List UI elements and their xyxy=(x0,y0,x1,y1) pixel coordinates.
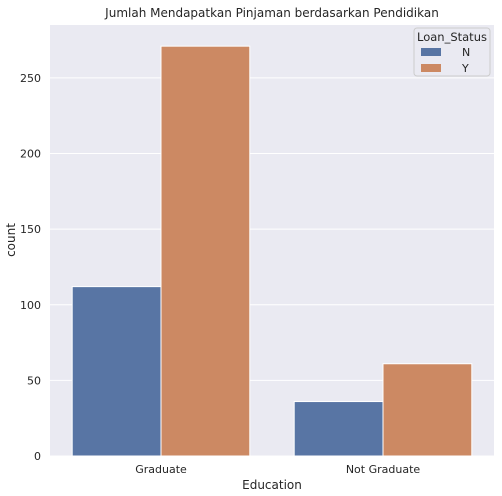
y-tick-label: 200 xyxy=(20,148,41,161)
bar-y-graduate xyxy=(160,45,251,457)
x-axis-label: Education xyxy=(242,478,302,492)
y-tick-label: 100 xyxy=(20,299,41,312)
y-tick-labels: 0 50 100 150 200 250 xyxy=(20,72,41,463)
bar-n-graduate xyxy=(71,286,162,457)
legend-label-n: N xyxy=(462,46,470,59)
y-axis-label: count xyxy=(4,223,18,257)
legend-title: Loan_Status xyxy=(417,30,487,44)
chart-title: Jumlah Mendapatkan Pinjaman berdasarkan … xyxy=(104,6,439,20)
bar-n-not-graduate xyxy=(293,401,384,457)
y-tick-label: 250 xyxy=(20,72,41,85)
legend-swatch-n xyxy=(421,48,441,56)
y-tick-label: 50 xyxy=(27,374,41,387)
x-tick-labels: Graduate Not Graduate xyxy=(135,463,420,476)
y-tick-label: 150 xyxy=(20,223,41,236)
legend-swatch-y xyxy=(421,64,441,72)
x-tick-label: Not Graduate xyxy=(346,463,421,476)
x-tick-label: Graduate xyxy=(135,463,187,476)
y-tick-label: 0 xyxy=(34,450,41,463)
legend: Loan_Status NY xyxy=(413,27,491,77)
bar-y-not-graduate xyxy=(382,363,473,457)
bars xyxy=(71,45,473,457)
legend-label-y: Y xyxy=(461,62,469,75)
